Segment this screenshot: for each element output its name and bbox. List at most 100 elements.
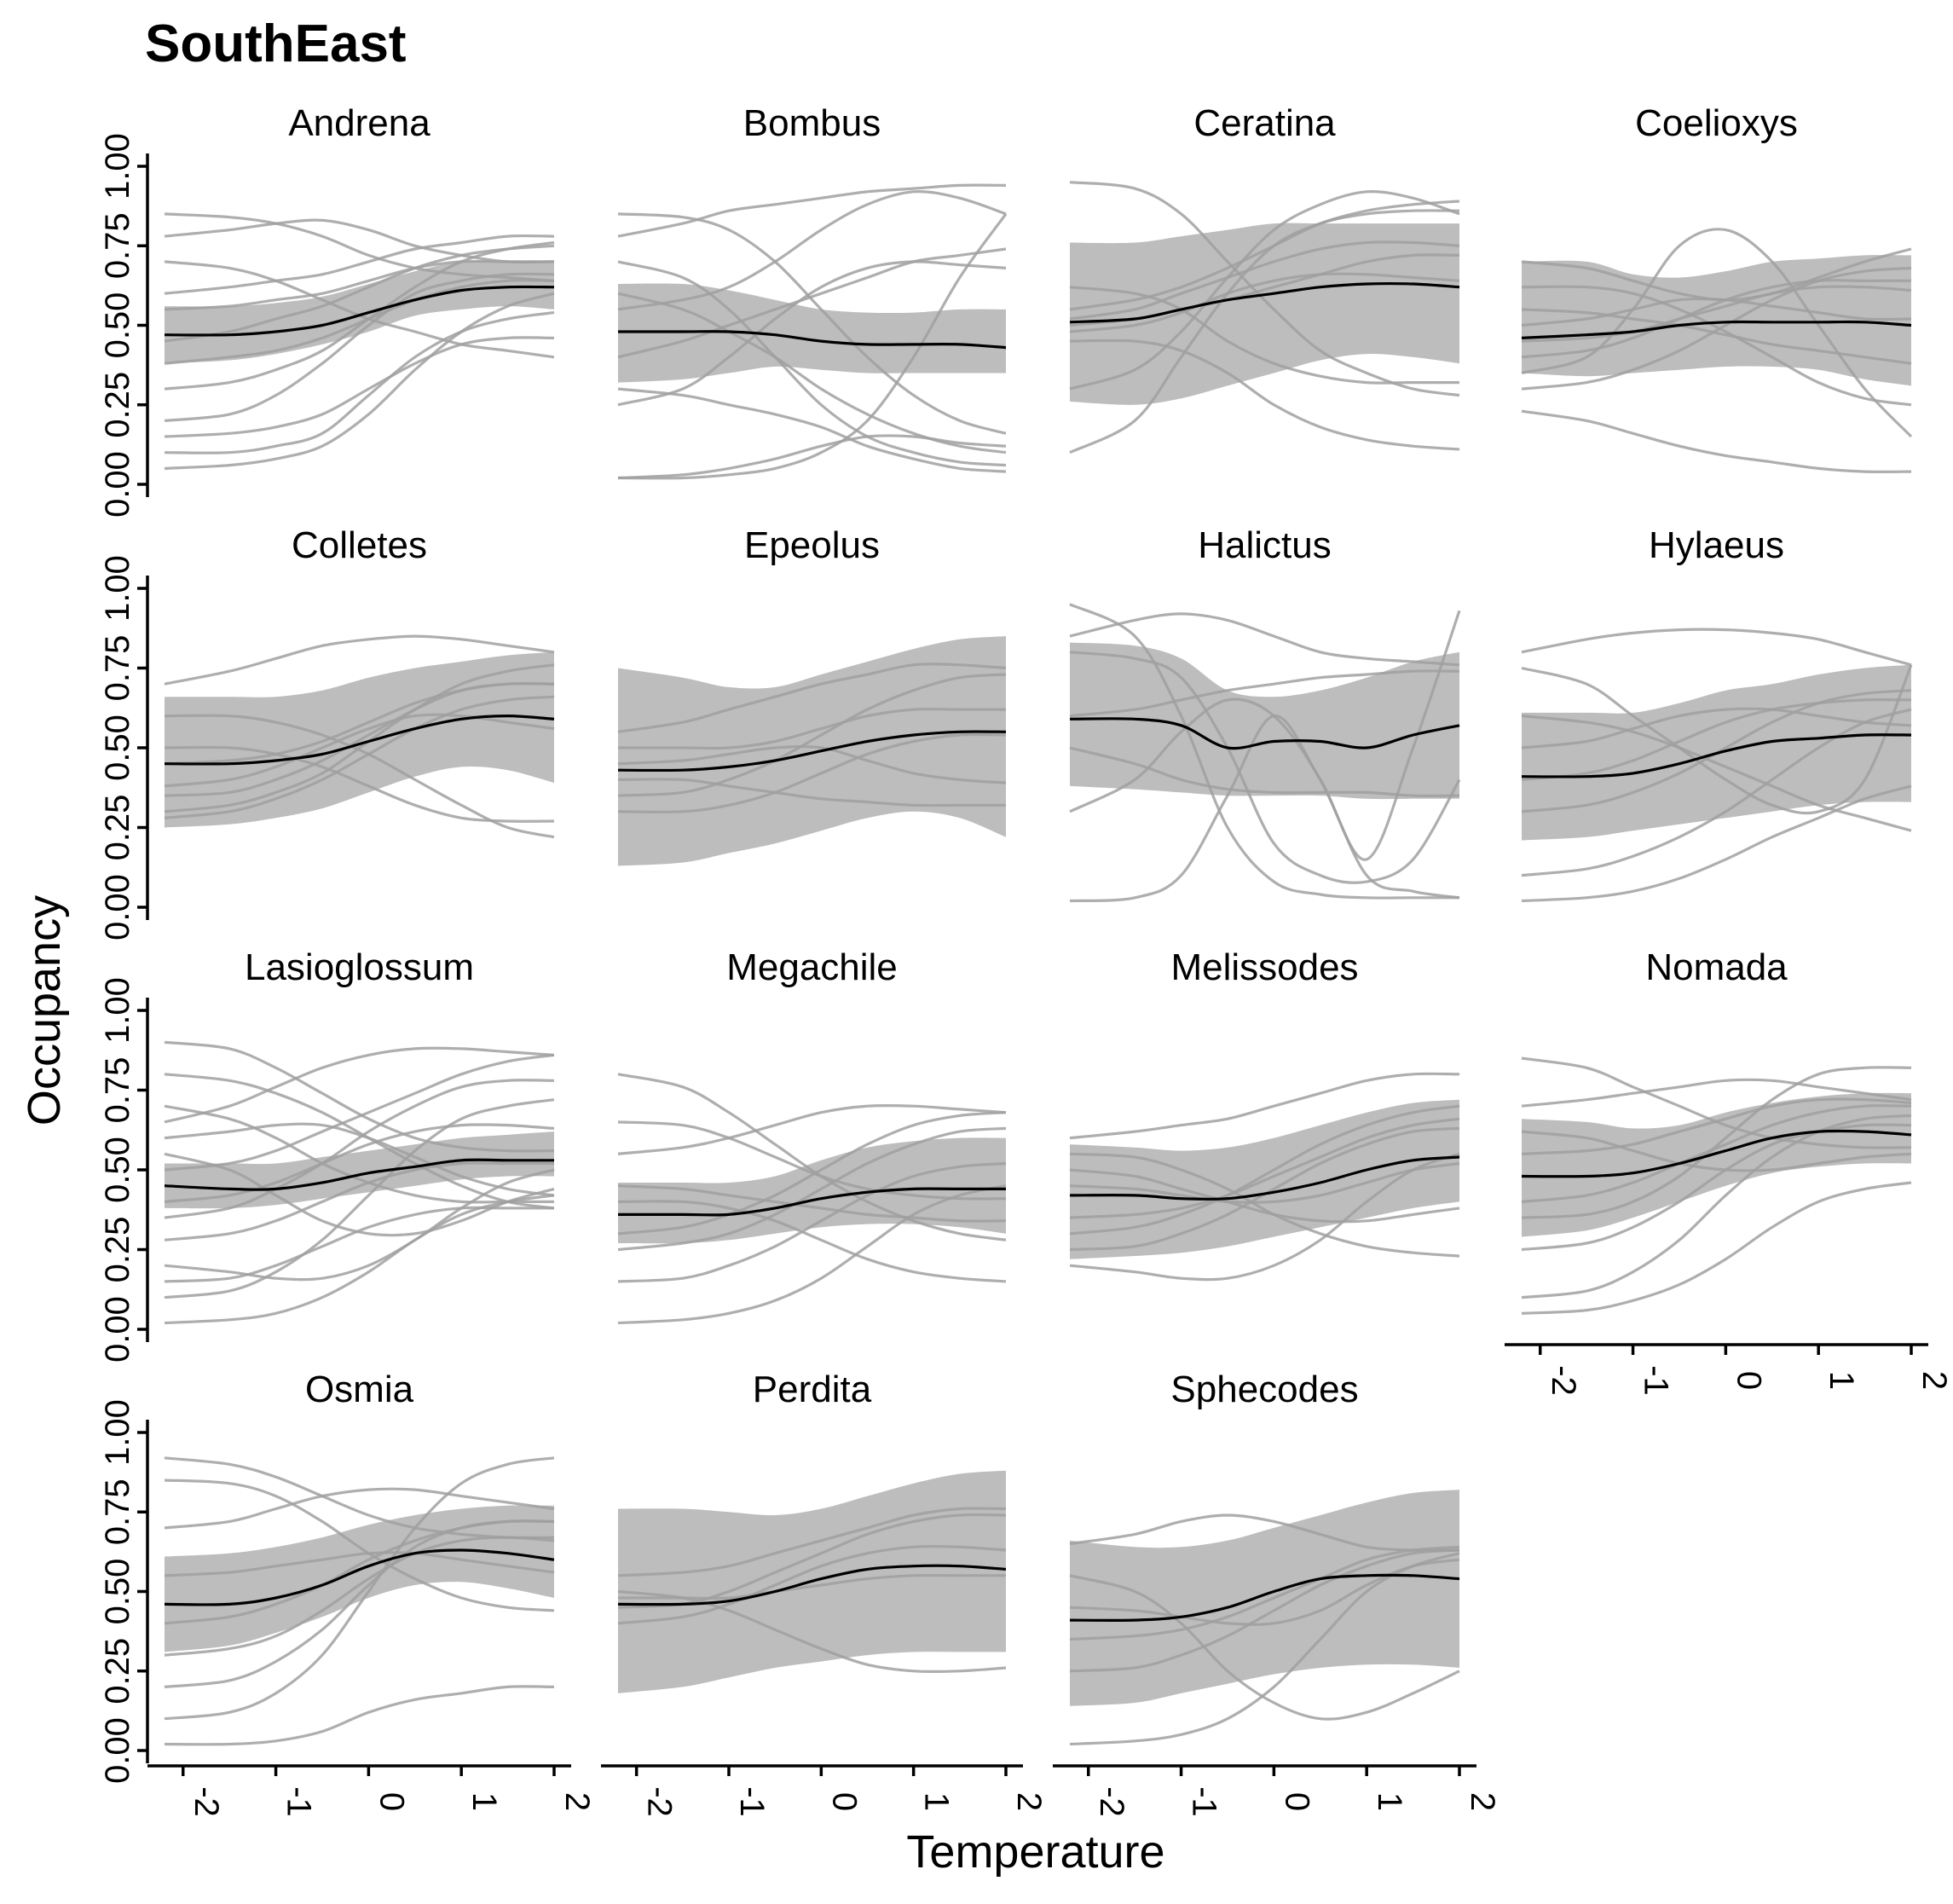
species-line <box>617 189 1007 311</box>
x-tick-label: -1 <box>1186 1786 1223 1817</box>
mean-line-ceratina <box>1069 281 1460 324</box>
species-line <box>617 1103 1007 1155</box>
x-tick-label: 1 <box>1371 1792 1408 1811</box>
panel-title-osmia: Osmia <box>305 1369 414 1410</box>
x-tick-label: 2 <box>1010 1792 1048 1811</box>
species-line <box>1069 1072 1460 1140</box>
species-line <box>617 212 1007 435</box>
species-line <box>1521 1114 1912 1299</box>
species-line <box>1521 784 1912 903</box>
species-line <box>617 744 1007 784</box>
y-axis-osmia: 0.00 0.25 0.50 0.75 1.00 <box>99 1399 149 1784</box>
panel-title-lasioglossum: Lasioglossum <box>245 946 474 988</box>
species-line <box>164 272 555 422</box>
mean-line-epeolus <box>617 730 1007 773</box>
panel-title-halictus: Halictus <box>1198 524 1332 566</box>
species-line <box>1069 189 1460 391</box>
credible-band-epeolus <box>618 636 1006 866</box>
species-line <box>1069 1548 1460 1673</box>
species-line <box>164 1685 555 1746</box>
species-line <box>1069 200 1460 311</box>
y-tick-label: 0.00 <box>99 1296 136 1363</box>
y-tick-label: 0.25 <box>99 372 136 438</box>
y-axis-colletes: 0.00 0.25 0.50 0.75 1.00 <box>99 555 149 940</box>
x-tick-label: 0 <box>1278 1792 1315 1811</box>
panel-title-sphecodes: Sphecodes <box>1170 1369 1358 1410</box>
species-line <box>1069 1558 1460 1626</box>
x-tick-label: 1 <box>918 1792 956 1811</box>
species-line <box>1069 1545 1460 1641</box>
panel-coelioxys: Coelioxys <box>1521 102 1913 473</box>
species-line <box>164 218 555 264</box>
mean-line-nomada <box>1521 1129 1912 1178</box>
panel-hylaeus: Hylaeus <box>1521 524 1913 903</box>
species-line <box>164 1206 554 1283</box>
y-tick-label: 0.25 <box>99 1638 136 1704</box>
x-axis-nomada: -2 -1 0 1 2 <box>1505 1343 1953 1396</box>
y-tick-label: 0.75 <box>99 1479 136 1545</box>
species-line <box>164 1456 555 1721</box>
species-line <box>617 1184 1007 1325</box>
species-line <box>1069 1574 1460 1721</box>
species-line <box>1069 612 1460 667</box>
panel-title-nomada: Nomada <box>1645 946 1788 988</box>
species-line <box>1069 610 1461 903</box>
y-tick-label: 0.25 <box>99 1217 136 1283</box>
species-line <box>164 1123 555 1203</box>
panel-ceratina: Ceratina <box>1069 102 1460 454</box>
x-tick-label: 2 <box>558 1792 596 1811</box>
species-line <box>617 247 1007 359</box>
panel-epeolus: Epeolus <box>617 524 1007 866</box>
panel-title-hylaeus: Hylaeus <box>1649 524 1784 566</box>
x-tick-label: 2 <box>1464 1792 1501 1811</box>
species-line <box>617 1507 1007 1577</box>
y-tick-label: 1.00 <box>99 977 136 1044</box>
species-line <box>164 682 555 766</box>
mean-line-colletes <box>164 714 555 766</box>
species-line <box>164 1098 555 1299</box>
y-tick-label: 0.75 <box>99 1057 136 1124</box>
species-line <box>164 336 555 438</box>
credible-band-osmia <box>165 1505 554 1652</box>
panel-perdita: Perdita -2 -1 0 1 2 <box>601 1369 1048 1817</box>
y-tick-label: 0.50 <box>99 292 136 359</box>
y-tick-label: 1.00 <box>99 1399 136 1466</box>
mean-line-bombus <box>618 330 1007 350</box>
species-line <box>1069 1152 1460 1282</box>
panel-melissodes: Melissodes <box>1069 946 1460 1282</box>
species-line <box>1069 603 1459 900</box>
mean-line-osmia <box>164 1548 555 1606</box>
species-line <box>164 634 555 686</box>
panel-title-andrena: Andrena <box>288 102 430 144</box>
y-tick-label: 1.00 <box>99 555 136 622</box>
species-line <box>1069 1104 1460 1236</box>
species-line <box>164 1161 555 1241</box>
y-tick-label: 1.00 <box>99 133 136 200</box>
y-tick-label: 0.50 <box>99 1559 136 1625</box>
species-line <box>617 1589 1007 1674</box>
species-line <box>1521 664 1913 815</box>
species-line <box>1069 651 1461 884</box>
panel-halictus: Halictus <box>1069 524 1461 903</box>
mean-line-lasioglossum <box>164 1158 554 1191</box>
species-line <box>1069 669 1460 718</box>
x-tick-label: 0 <box>1730 1371 1767 1390</box>
species-line <box>617 1544 1007 1625</box>
species-line <box>164 1079 555 1219</box>
species-line <box>617 707 1007 750</box>
mean-line-perdita <box>617 1564 1007 1606</box>
species-line <box>1069 1552 1460 1746</box>
species-line <box>1521 228 1913 438</box>
x-tick-label: 1 <box>1823 1371 1860 1390</box>
species-line <box>1521 708 1912 877</box>
mean-line-sphecodes <box>1069 1573 1460 1622</box>
credible-band-andrena <box>165 261 554 364</box>
panel-title-ceratina: Ceratina <box>1193 102 1336 144</box>
x-axis-title: Temperature <box>906 1826 1164 1878</box>
species-line <box>1521 285 1912 343</box>
panel-osmia: Osmia 0.00 0.25 0.50 0.75 1.00 -2 -1 0 1 2 <box>99 1369 596 1817</box>
panel-title-colletes: Colletes <box>292 524 427 566</box>
panel-colletes: Colletes 0.00 0.25 0.50 0.75 1.00 <box>99 524 555 940</box>
species-line <box>617 1513 1007 1609</box>
plot-title: SouthEast <box>145 14 407 73</box>
